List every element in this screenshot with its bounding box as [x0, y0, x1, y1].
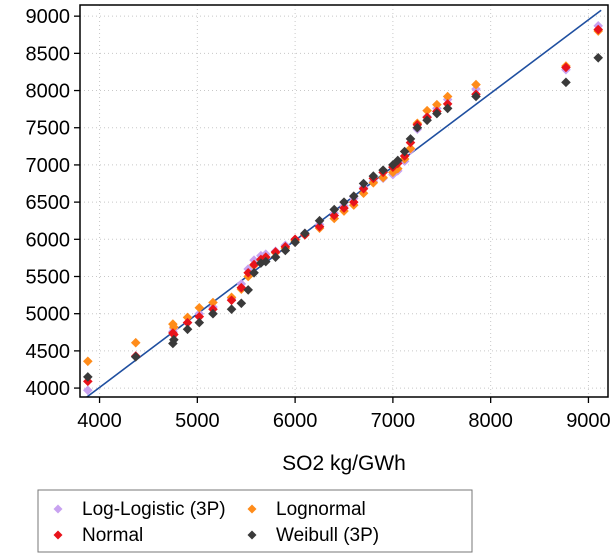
- data-point: [226, 295, 237, 306]
- data-point: [405, 143, 416, 154]
- data-point: [392, 155, 403, 166]
- data-point: [194, 317, 205, 328]
- data-point: [348, 197, 359, 207]
- legend-label: Normal: [82, 525, 143, 546]
- data-point: [339, 197, 349, 207]
- x-tick-label: 8000: [468, 410, 513, 432]
- data-point: [243, 285, 253, 295]
- data-point: [442, 91, 453, 102]
- data-point: [182, 312, 193, 323]
- x-tick-label: 9000: [566, 410, 611, 432]
- data-point: [249, 259, 259, 270]
- data-point: [593, 53, 604, 63]
- y-tick-label: 7000: [26, 155, 71, 177]
- y-tick-label: 5000: [26, 304, 71, 326]
- data-point: [561, 77, 571, 88]
- legend-marker: [53, 530, 63, 540]
- data-point: [388, 160, 398, 170]
- data-point: [270, 247, 281, 257]
- data-point: [194, 302, 205, 313]
- data-point: [422, 105, 432, 116]
- x-axis: 4000 5000 6000 7000 8000 9000: [77, 397, 611, 432]
- data-point: [471, 91, 481, 102]
- data-point: [422, 115, 432, 126]
- legend-label: Lognormal: [276, 499, 366, 520]
- data-point: [208, 308, 218, 319]
- y-tick-label: 6500: [26, 192, 71, 214]
- series-3: [83, 53, 604, 382]
- y-tick-label: 8000: [26, 81, 71, 103]
- legend-label: Weibull (3P): [276, 525, 379, 546]
- data-point: [348, 191, 359, 201]
- data-point: [471, 79, 481, 90]
- legend-marker: [53, 504, 63, 514]
- data-point: [290, 237, 300, 248]
- y-tick-label: 7500: [26, 118, 71, 140]
- y-tick-label: 8500: [26, 43, 71, 65]
- y-tick-label: 9000: [26, 6, 71, 28]
- data-point: [329, 204, 340, 215]
- data-point: [314, 221, 325, 232]
- data-point: [236, 298, 247, 309]
- data-point: [169, 334, 179, 345]
- x-tick-label: 7000: [371, 410, 416, 432]
- data-point: [399, 146, 410, 157]
- data-point: [169, 322, 179, 332]
- data-point: [169, 329, 179, 340]
- x-tick-label: 5000: [175, 410, 220, 432]
- data-point: [368, 171, 379, 181]
- data-point: [388, 167, 398, 178]
- x-tick-label: 4000: [77, 410, 122, 432]
- x-tick-label: 6000: [273, 410, 318, 432]
- y-tick-label: 4000: [26, 378, 71, 400]
- data-point: [182, 324, 193, 335]
- data-point: [432, 99, 442, 110]
- data-point: [182, 317, 193, 328]
- data-point: [280, 245, 291, 256]
- data-point: [130, 337, 141, 348]
- data-point: [249, 267, 259, 278]
- data-point: [358, 183, 369, 194]
- data-point: [226, 304, 237, 315]
- data-point: [260, 256, 271, 267]
- data-point: [442, 103, 453, 114]
- data-point: [392, 163, 403, 174]
- data-point: [243, 267, 253, 278]
- data-point: [83, 356, 93, 367]
- data-point: [83, 372, 93, 382]
- data-point: [593, 24, 604, 35]
- data-point: [339, 203, 349, 213]
- data-point: [236, 282, 247, 293]
- data-point: [83, 385, 93, 396]
- data-point: [405, 134, 416, 144]
- data-points: [83, 21, 604, 396]
- legend: Log-Logistic (3P) Lognormal Normal Weibull …: [37, 489, 473, 553]
- data-point: [300, 228, 310, 239]
- y-tick-label: 5500: [26, 266, 71, 288]
- data-point: [314, 215, 325, 226]
- data-point: [208, 297, 218, 308]
- legend-marker: [247, 504, 257, 514]
- data-point: [432, 108, 442, 119]
- data-point: [378, 172, 388, 183]
- y-tick-label: 6000: [26, 229, 71, 251]
- data-point: [378, 165, 388, 175]
- legend-box: [37, 489, 473, 553]
- y-tick-label: 4500: [26, 341, 71, 363]
- data-point: [130, 352, 141, 362]
- legend-label: Log-Logistic (3P): [82, 499, 226, 520]
- legend-marker: [247, 530, 257, 540]
- data-point: [329, 210, 340, 221]
- data-point: [412, 122, 423, 133]
- y-axis: 4000 4500 5000 5500 6000 6500 7000 7500 8000 8500…: [26, 6, 80, 400]
- data-point: [256, 258, 266, 268]
- grid: [80, 5, 608, 397]
- plot-frame: [79, 4, 609, 398]
- data-point: [194, 311, 205, 322]
- x-axis-title: SO2 kg/GWh: [282, 452, 406, 475]
- data-point: [358, 178, 369, 189]
- data-point: [561, 62, 571, 73]
- data-point: [270, 252, 281, 262]
